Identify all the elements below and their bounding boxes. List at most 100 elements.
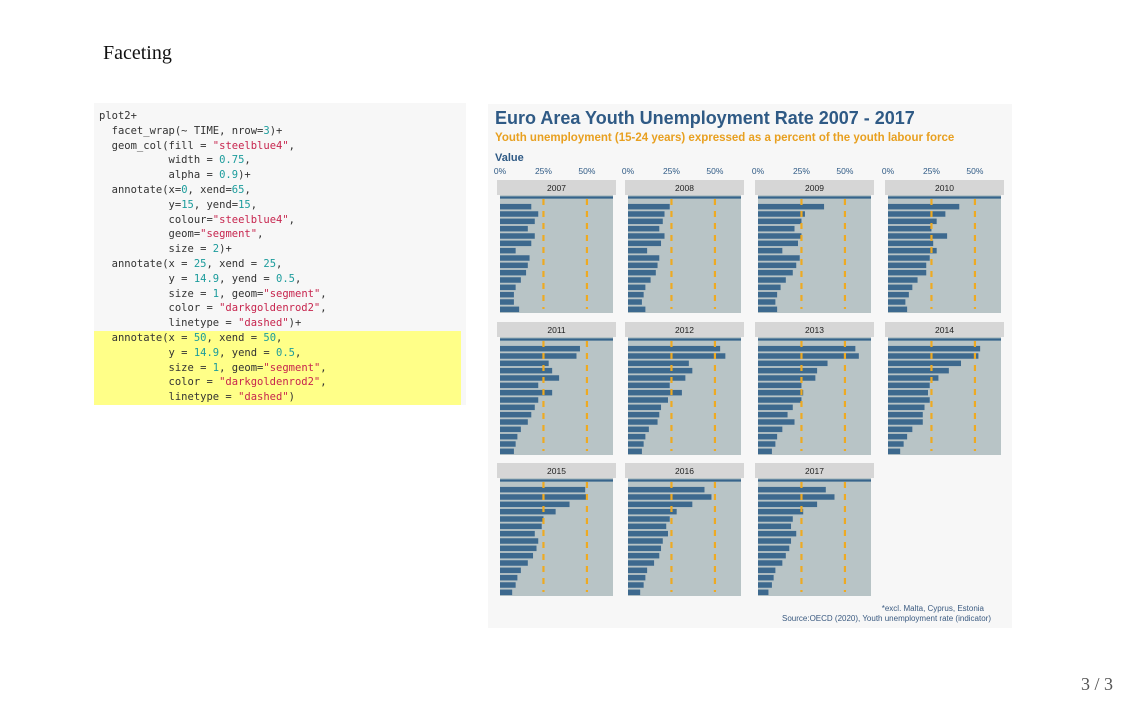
x-tick-label: 0% <box>494 166 507 176</box>
bar <box>500 262 528 269</box>
bar <box>500 291 514 298</box>
code-token: ) <box>288 391 295 404</box>
chart-subtitle: Youth unemployment (15-24 years) express… <box>495 132 954 144</box>
caption-line: Source:OECD (2020), Youth unemployment r… <box>782 614 991 623</box>
code-token: y = <box>99 272 194 285</box>
bar <box>758 419 795 425</box>
bar <box>758 277 786 283</box>
facet-label: 2008 <box>675 183 694 193</box>
bar <box>758 375 816 381</box>
code-token: color = <box>99 376 220 389</box>
code-token: y = <box>99 346 194 359</box>
bar <box>758 211 805 217</box>
code-line: annotate(x=0, xend=65, <box>94 183 466 198</box>
code-line: y = 14.9, yend = 0.5, <box>94 345 461 361</box>
code-line: linetype = "dashed")+ <box>94 316 466 331</box>
bar <box>628 538 663 544</box>
code-token: linetype = <box>99 317 239 330</box>
bar <box>758 218 802 225</box>
bar <box>500 397 539 403</box>
bar <box>628 486 705 493</box>
code-token: 15 <box>181 198 194 211</box>
code-token: )+ <box>269 124 283 137</box>
code-token: "darkgoldenrod2" <box>219 302 321 315</box>
bar <box>758 233 802 239</box>
code-line: color = "darkgoldenrod2", <box>94 375 461 391</box>
facet-strip <box>625 180 744 195</box>
chart-panel: Euro Area Youth Unemployment Rate 2007 -… <box>488 104 1012 628</box>
facet-label: 2015 <box>547 466 566 476</box>
bar <box>628 441 644 447</box>
code-token: 1 <box>212 361 220 374</box>
facet-strip <box>885 180 1004 195</box>
code-token: "segment" <box>263 287 321 300</box>
bar <box>500 269 527 276</box>
bar <box>758 530 797 537</box>
x-tick-label: 25% <box>535 166 552 176</box>
facet-label: 2014 <box>935 325 954 335</box>
facet-strip <box>885 322 1004 337</box>
bar <box>888 247 937 254</box>
bar <box>500 538 539 544</box>
bar <box>758 299 776 305</box>
bar <box>888 441 904 447</box>
bar <box>758 353 859 359</box>
x-tick-label: 50% <box>836 166 853 176</box>
bar <box>500 411 532 418</box>
bar <box>628 545 662 552</box>
bar <box>758 247 783 254</box>
bar <box>628 240 662 247</box>
code-line: color = "darkgoldenrod2", <box>94 301 466 316</box>
code-token: 14.9 <box>193 346 220 359</box>
code-token: alpha = <box>99 169 220 182</box>
code-token: annotate(x= <box>99 183 182 196</box>
bar <box>888 262 927 269</box>
bar <box>758 255 800 261</box>
bar <box>500 233 535 239</box>
x-tick-label: 50% <box>578 166 595 176</box>
code-token: "segment" <box>200 228 258 241</box>
code-token: "steelblue4" <box>212 139 289 152</box>
bar <box>888 255 930 261</box>
bar <box>500 552 534 559</box>
code-line: alpha = 0.9)+ <box>94 168 466 183</box>
bar <box>888 284 913 291</box>
bar <box>758 225 795 232</box>
code-token: , <box>276 257 283 270</box>
bar <box>758 269 793 276</box>
bar <box>500 508 556 515</box>
facet-strip <box>625 463 744 478</box>
bar <box>758 501 818 508</box>
bar <box>758 360 828 367</box>
bar <box>758 516 793 522</box>
code-token: )+ <box>288 317 302 330</box>
code-token: , yend = <box>219 346 277 359</box>
bar <box>758 567 776 574</box>
bar <box>758 589 769 596</box>
bar <box>758 262 797 269</box>
bar <box>628 433 646 440</box>
bar <box>500 306 520 313</box>
bar <box>888 375 939 381</box>
bar <box>628 411 660 418</box>
code-token: , <box>320 361 327 374</box>
facet-label: 2009 <box>805 183 824 193</box>
bar <box>758 560 783 566</box>
code-token: , <box>295 272 302 285</box>
code-token: , <box>244 154 251 167</box>
bar <box>888 411 923 418</box>
bar <box>758 203 825 210</box>
bar <box>888 419 923 425</box>
bar <box>628 247 648 254</box>
facet-label: 2007 <box>547 183 566 193</box>
code-token: 25 <box>193 257 207 270</box>
code-token: 0.9 <box>219 169 239 182</box>
code-line: geom_col(fill = "steelblue4", <box>94 139 466 154</box>
bar <box>758 411 788 418</box>
chart-title: Euro Area Youth Unemployment Rate 2007 -… <box>495 108 915 128</box>
code-line: facet_wrap(~ TIME, nrow=3)+ <box>94 124 466 139</box>
x-tick-label: 0% <box>752 166 765 176</box>
code-token: "steelblue4" <box>212 213 289 226</box>
facet-strip <box>755 180 874 195</box>
code-token: , <box>250 198 258 211</box>
